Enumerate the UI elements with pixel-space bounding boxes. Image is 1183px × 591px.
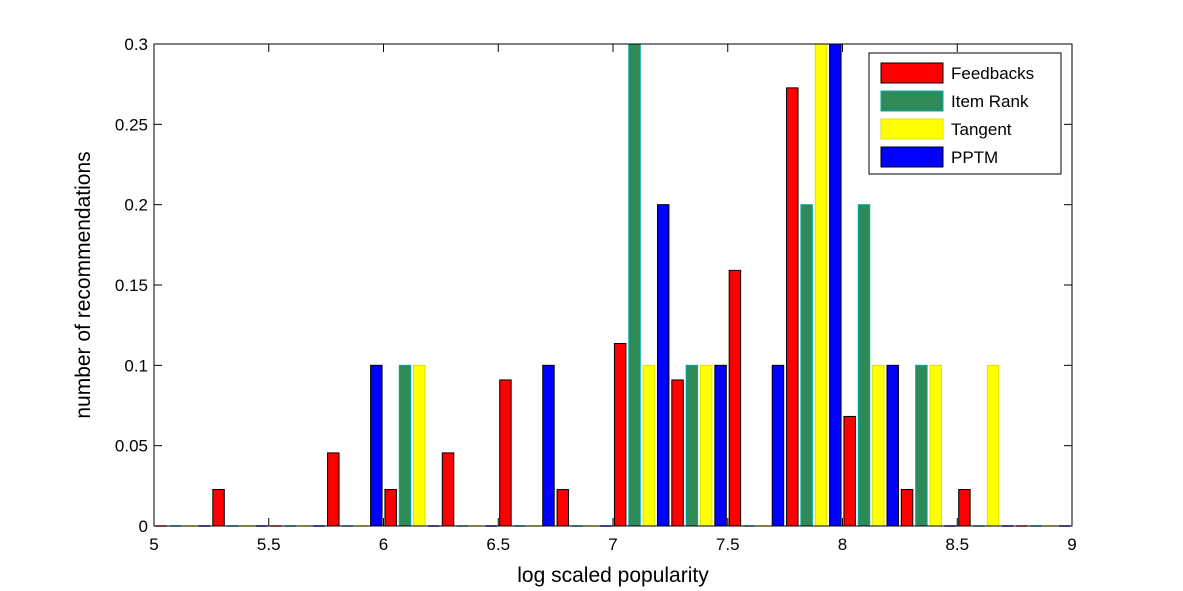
x-tick-label: 6.5 [486,535,510,554]
y-tick-label: 0.25 [115,115,148,134]
legend-item: Tangent [880,118,1012,140]
legend-swatch [880,62,944,84]
x-tick-label: 9 [1067,535,1076,554]
bar [986,364,1000,527]
bar [384,489,397,527]
bar [929,364,942,527]
bar [829,43,842,527]
bars-layer [155,43,1071,527]
x-tick-label: 8.5 [945,535,969,554]
bar [857,204,871,527]
bar [398,364,412,527]
bar [642,364,656,527]
bar [771,364,785,527]
bar [656,204,670,527]
bar [499,379,512,527]
x-tick-label: 5 [149,535,158,554]
bar [814,43,828,527]
bar [886,364,899,527]
bar [613,342,627,527]
bar [714,364,727,527]
y-tick-label: 0.3 [124,35,148,54]
x-axis-label: log scaled popularity [517,564,709,587]
y-tick-label: 0.2 [124,196,148,215]
bar [370,364,383,527]
legend-swatch [880,146,944,168]
bar [556,489,570,527]
bar [628,43,641,527]
x-tick-label: 5.5 [257,535,281,554]
bar [413,364,426,527]
bar [728,269,742,527]
bar [900,489,914,527]
bar [441,452,455,527]
x-tick-label: 7.5 [716,535,740,554]
legend-label: Feedbacks [951,64,1034,83]
bar [212,489,225,527]
y-tick-label: 0.15 [115,276,148,295]
bar [915,364,928,527]
bar [542,364,555,527]
y-tick-label: 0 [139,517,148,536]
bar [800,204,813,527]
series-feedbacks [155,87,1028,527]
legend-swatch [880,118,944,140]
bar [958,489,971,527]
legend-item: PPTM [880,146,998,168]
x-tick-label: 8 [838,535,847,554]
ticks-layer: 5 5.5 6 6.5 7 7.5 8 8.5 9 0 0.05 0.1 0.15 0.2 0.25 0.3 [115,35,1077,554]
bar [872,364,885,527]
y-tick-label: 0.1 [124,356,148,375]
y-tick-label: 0.05 [115,437,148,456]
x-tick-label: 6 [379,535,388,554]
bar [786,87,799,527]
legend-label: Tangent [951,120,1012,139]
x-tick-label: 7 [608,535,617,554]
bar [327,452,340,527]
bar [671,379,684,527]
legend-item: Item Rank [880,90,1029,112]
legend-swatch [880,90,944,112]
legend: Feedbacks Item Rank Tangent PPTM [868,52,1062,175]
bar [685,364,699,527]
bar [700,364,713,527]
series-tangent [184,43,1057,527]
legend-item: Feedbacks [880,62,1034,84]
legend-label: Item Rank [951,92,1029,111]
y-axis-label: number of recommendations [72,151,95,418]
legend-label: PPTM [951,148,998,167]
bar [843,415,856,527]
